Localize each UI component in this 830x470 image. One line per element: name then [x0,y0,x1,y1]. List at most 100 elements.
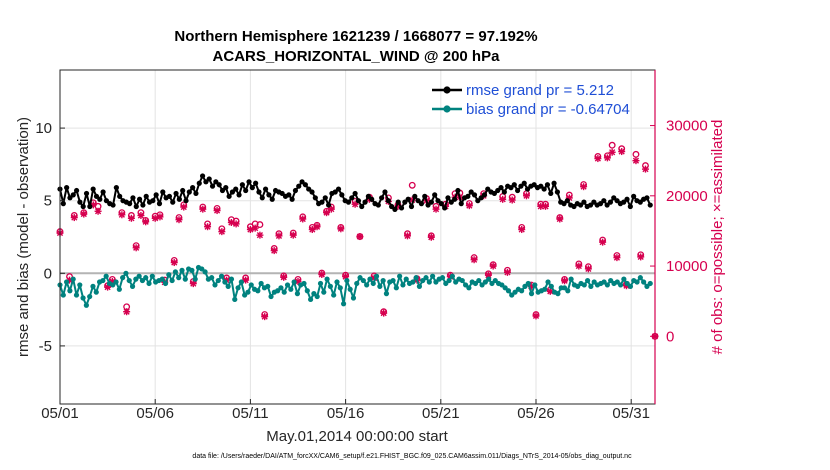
rmse-point [647,202,653,208]
rmse-point [117,193,123,199]
obs-possible-marker [175,214,183,222]
bias-point [172,269,179,275]
bias-point [258,280,264,287]
rmse-point [64,185,70,191]
bias-point [146,280,152,287]
bias-point [360,277,366,284]
bias-point [301,280,307,287]
rmse-point [133,203,139,210]
bias-point [215,277,221,284]
rmse-point [160,189,166,195]
bias-point [225,283,231,289]
obs-possible-marker [432,202,440,210]
left-tick-label: -5 [39,338,52,355]
bias-point [77,282,83,288]
bias-point [284,282,291,288]
bias-point [377,283,383,289]
bias-point [291,279,297,285]
bias-point [581,282,587,288]
x-tick-label: 05/31 [612,405,650,422]
rmse-point [362,199,368,205]
rmse-point [249,185,255,191]
bias-point [410,279,416,285]
x-tick-label: 05/16 [327,405,365,422]
left-tick-label: 5 [44,193,52,210]
obs-assimilated-marker [118,211,126,219]
rmse-point [442,205,448,211]
rmse-point [60,201,66,207]
bias-point [555,291,561,297]
bias-point [116,286,122,292]
bias-point [93,289,99,295]
rmse-point [359,203,365,210]
rmse-point [209,183,216,189]
obs-possible-marker [118,209,126,217]
obs-assimilated-marker [256,231,264,239]
legend-label-bias: bias grand pr = -0.64704 [466,101,630,118]
bias-point [340,301,347,307]
bias-point [129,283,136,289]
rmse-point [127,201,133,207]
bias-point [604,282,610,288]
bias-point [327,283,333,289]
bias-point [182,276,188,282]
rmse-point [601,198,607,204]
obs-assimilated-marker [608,148,616,156]
bias-point [255,288,261,294]
bias-point [621,276,627,282]
bias-point [83,302,89,308]
rmse-point [349,195,355,201]
obs-possible-marker [313,221,321,229]
obs-possible-marker [108,275,116,283]
rmse-point [319,199,325,205]
obs-possible-marker [218,225,226,233]
bias-point [449,273,455,279]
rmse-point [644,195,650,201]
bias-point [486,276,492,282]
obs-possible-marker [608,141,616,149]
bias-point [136,273,142,279]
rmse-point [87,203,93,210]
bias-point [120,275,126,281]
obs-possible-marker [603,152,611,160]
bias-point [179,267,185,273]
bias-point [265,283,271,289]
rmse-point [554,189,560,195]
rmse-point [355,198,362,204]
obs-possible-marker [299,213,307,221]
rmse-point [541,186,547,192]
rmse-point [143,193,149,199]
rmse-point [405,196,411,202]
rmse-point [302,182,308,188]
rmse-point [412,193,418,199]
obs-possible-marker [470,254,478,262]
bias-point [149,273,155,279]
bias-point [126,277,132,284]
obs-possible-marker [270,245,278,252]
data-file-footer: data file: /Users/raeder/DAI/ATM_forcXX/… [192,453,632,460]
rmse-point [395,199,401,205]
rmse-point [296,183,302,189]
rmse-point [498,185,504,191]
left-axis-ticks: -5 0 5 10 [35,120,65,355]
rmse-point [193,190,199,197]
bias-point [232,296,238,303]
bias-point [446,277,452,284]
bias-point [397,273,403,279]
rmse-point [335,186,342,192]
rmse-point [428,199,434,205]
obs-possible-marker [503,266,511,274]
rmse-point [624,196,630,202]
bias-point [314,293,320,300]
obs-possible-marker [323,207,331,215]
legend-item-bias: bias grand pr = -0.64704 [432,101,630,118]
obs-possible-marker [156,211,164,219]
right-axis-ticks: 0 10000 20000 30000 [650,118,708,345]
x-tick-label: 05/06 [136,405,174,422]
obs-possible-marker [94,202,102,210]
obs-possible-marker [556,214,564,222]
bias-point [100,277,106,284]
rmse-point [398,205,405,211]
left-axis-label: rmse and bias (model - observation) [15,117,32,357]
